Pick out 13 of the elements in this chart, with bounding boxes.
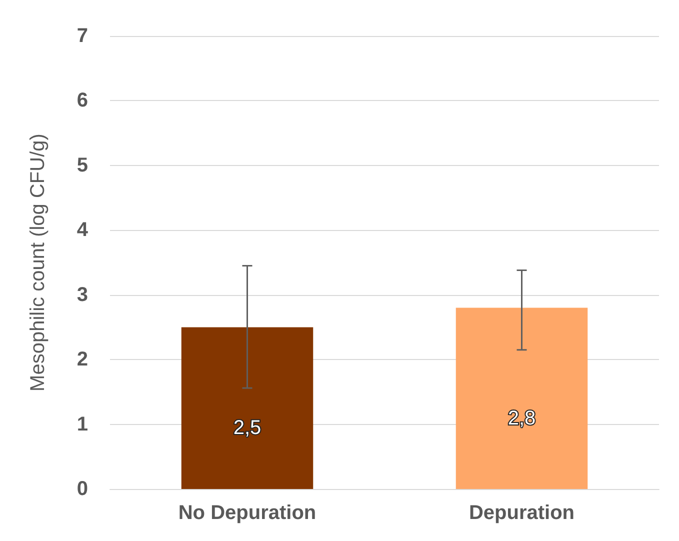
y-tick-label: 7: [76, 25, 88, 47]
y-tick-label: 0: [76, 478, 88, 500]
y-tick-label: 4: [76, 219, 89, 242]
y-tick-label: 1: [76, 413, 88, 436]
data-label: 2,8: [508, 407, 536, 430]
y-tick-label: 3: [76, 284, 88, 306]
x-tick-label: No Depuration: [178, 502, 316, 524]
y-tick-label: 5: [76, 154, 88, 176]
data-label: 2,5: [233, 417, 262, 440]
y-tick-label: 6: [76, 90, 88, 112]
y-tick-label: 2: [76, 348, 88, 371]
y-axis-title: Mesophilic count (log CFU/g): [27, 134, 49, 392]
x-tick-label: Depuration: [468, 502, 575, 524]
